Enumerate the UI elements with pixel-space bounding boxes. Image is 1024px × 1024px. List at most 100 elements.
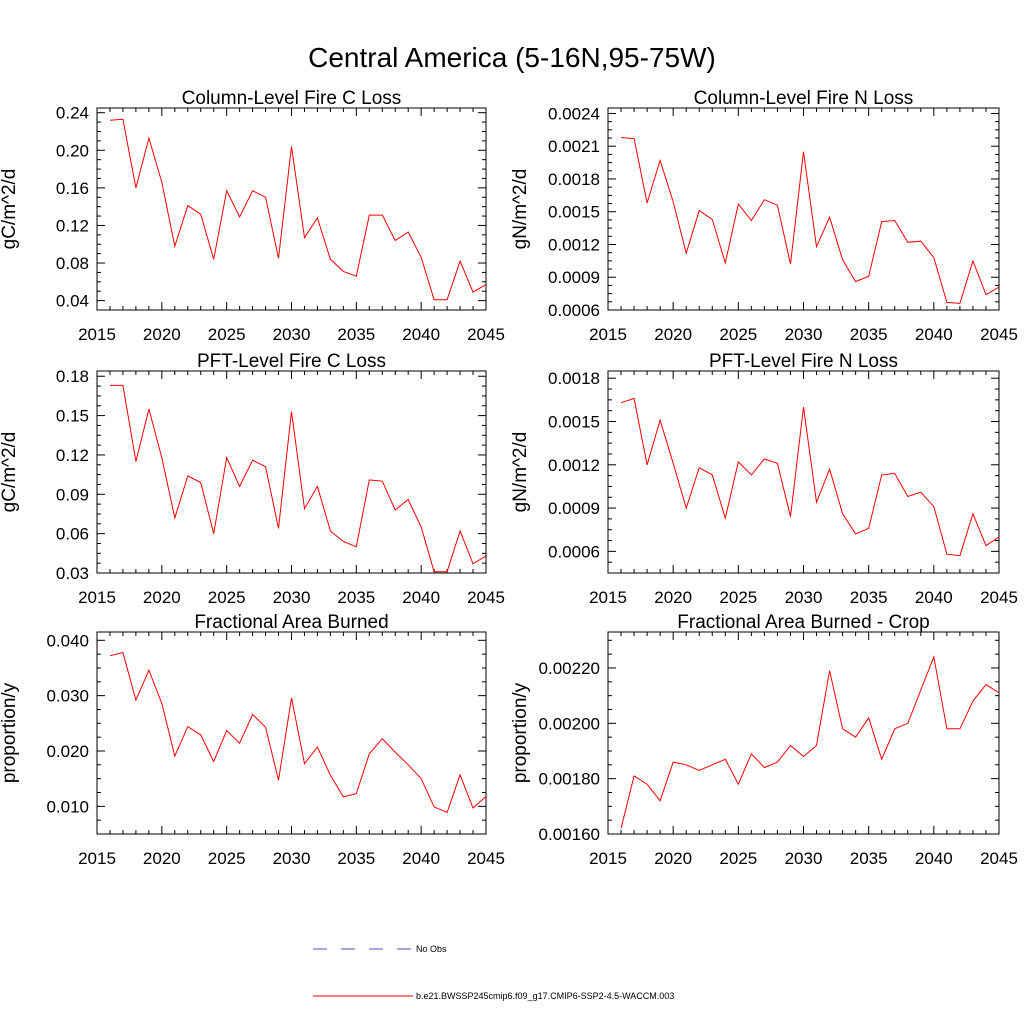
x-tick-label: 2030: [785, 325, 823, 344]
plot-frame: [96, 631, 487, 835]
y-tick-label: 0.00180: [539, 770, 600, 789]
panel-title: Fractional Area Burned: [194, 612, 388, 633]
y-tick-label: 0.0021: [548, 137, 600, 156]
y-axis-label: gN/m^2/d: [510, 432, 531, 513]
x-tick-label: 2025: [719, 849, 757, 868]
y-tick-label: 0.00160: [539, 825, 600, 844]
y-tick-label: 0.040: [46, 631, 89, 650]
x-tick-label: 2020: [654, 849, 692, 868]
x-tick-label: 2035: [850, 588, 888, 607]
chart-panel-2: 2015 2020 2025 2030 2035 2040 2045 0.0006 0.0009…: [510, 88, 1018, 344]
y-tick-label: 0.0006: [548, 301, 600, 320]
y-tick-label: 0.24: [56, 104, 89, 123]
x-tick-label: 2015: [78, 849, 116, 868]
y-tick-label: 0.06: [56, 525, 89, 544]
y-tick-label: 0.00200: [539, 714, 600, 733]
y-axis-label: gC/m^2/d: [0, 169, 20, 250]
x-tick-label: 2015: [78, 325, 116, 344]
series-line: [109, 651, 487, 814]
x-tick-label: 2025: [208, 325, 246, 344]
y-tick-label: 0.020: [46, 742, 89, 761]
plot-frame: [607, 370, 1000, 574]
x-tick-label: 2045: [980, 325, 1018, 344]
x-tick-label: 2025: [208, 588, 246, 607]
x-tick-label: 2035: [337, 849, 375, 868]
panel-title: Fractional Area Burned - Crop: [677, 612, 929, 633]
x-tick-label: 2040: [402, 325, 440, 344]
plot-frame: [96, 370, 487, 574]
panel-grid: 2015 2020 2025 2030 2035 2040 2045 0.04 0.08 0.12…: [0, 88, 1018, 868]
y-tick-label: 0.0015: [548, 413, 600, 432]
legend-model-label: b.e21.BWSSP245cmip6.f09_g17.CMIP6-SSP2-4…: [416, 991, 674, 1001]
legend: No Obs b.e21.BWSSP245cmip6.f09_g17.CMIP6…: [313, 944, 674, 1001]
x-tick-label: 2020: [143, 325, 181, 344]
x-tick-label: 2030: [785, 588, 823, 607]
x-tick-label: 2040: [915, 849, 953, 868]
y-tick-label: 0.0018: [548, 369, 600, 388]
y-tick-label: 0.0006: [548, 542, 600, 561]
y-tick-label: 0.010: [46, 797, 89, 816]
panel-title: Column-Level Fire C Loss: [182, 88, 402, 109]
y-tick-label: 0.04: [56, 292, 89, 311]
x-tick-label: 2020: [143, 588, 181, 607]
y-axis-label: gC/m^2/d: [0, 432, 20, 513]
chart-panel-1: 2015 2020 2025 2030 2035 2040 2045 0.04 0.08 0.12…: [0, 88, 505, 344]
x-tick-label: 2020: [654, 325, 692, 344]
chart-panel-3: 2015 2020 2025 2030 2035 2040 2045 0.03 0.06 0.09…: [0, 351, 505, 607]
x-tick-label: 2030: [785, 849, 823, 868]
x-tick-label: 2030: [273, 849, 311, 868]
series-line: [620, 655, 1000, 829]
x-tick-label: 2045: [980, 588, 1018, 607]
x-tick-label: 2045: [980, 849, 1018, 868]
x-tick-label: 2040: [915, 325, 953, 344]
x-tick-label: 2025: [719, 325, 757, 344]
x-tick-label: 2025: [208, 849, 246, 868]
x-tick-label: 2045: [467, 588, 505, 607]
y-tick-label: 0.00220: [539, 659, 600, 678]
y-tick-label: 0.0024: [548, 104, 600, 123]
y-tick-label: 0.03: [56, 564, 89, 583]
x-tick-label: 2030: [273, 325, 311, 344]
x-tick-label: 2015: [589, 325, 627, 344]
series-line: [620, 137, 1000, 304]
y-tick-label: 0.0015: [548, 203, 600, 222]
series-line: [620, 397, 1000, 557]
y-tick-label: 0.15: [56, 407, 89, 426]
y-tick-label: 0.18: [56, 367, 89, 386]
x-tick-label: 2040: [402, 588, 440, 607]
series-line: [110, 384, 487, 573]
y-axis-label: gN/m^2/d: [510, 169, 531, 250]
y-axis-label: proportion/y: [510, 682, 531, 783]
page-title: Central America (5-16N,95-75W): [308, 42, 716, 73]
y-tick-label: 0.030: [46, 687, 89, 706]
legend-obs-label: No Obs: [416, 944, 447, 954]
y-tick-label: 0.08: [56, 254, 89, 273]
y-tick-label: 0.0009: [548, 499, 600, 518]
chart-panel-4: 2015 2020 2025 2030 2035 2040 2045 0.0006 0.0009…: [510, 351, 1018, 607]
x-tick-label: 2015: [589, 588, 627, 607]
x-tick-label: 2040: [915, 588, 953, 607]
y-tick-label: 0.09: [56, 485, 89, 504]
y-tick-label: 0.0012: [548, 235, 600, 254]
series-line: [109, 118, 487, 301]
x-tick-label: 2015: [589, 849, 627, 868]
panel-title: PFT-Level Fire N Loss: [709, 351, 898, 372]
x-tick-label: 2035: [850, 325, 888, 344]
y-tick-label: 0.12: [56, 446, 89, 465]
x-tick-label: 2045: [467, 325, 505, 344]
x-tick-label: 2045: [467, 849, 505, 868]
panel-title: PFT-Level Fire C Loss: [197, 351, 386, 372]
x-tick-label: 2020: [143, 849, 181, 868]
x-tick-label: 2035: [337, 325, 375, 344]
plot-frame: [607, 631, 1000, 835]
x-tick-label: 2015: [78, 588, 116, 607]
x-tick-label: 2030: [273, 588, 311, 607]
y-tick-label: 0.0009: [548, 268, 600, 287]
chart-panel-6: 2015 2020 2025 2030 2035 2040 2045 0.00160 0.001…: [510, 612, 1018, 868]
x-tick-label: 2035: [850, 849, 888, 868]
panel-title: Column-Level Fire N Loss: [694, 88, 914, 109]
x-tick-label: 2020: [654, 588, 692, 607]
y-tick-label: 0.12: [56, 216, 89, 235]
x-tick-label: 2025: [719, 588, 757, 607]
